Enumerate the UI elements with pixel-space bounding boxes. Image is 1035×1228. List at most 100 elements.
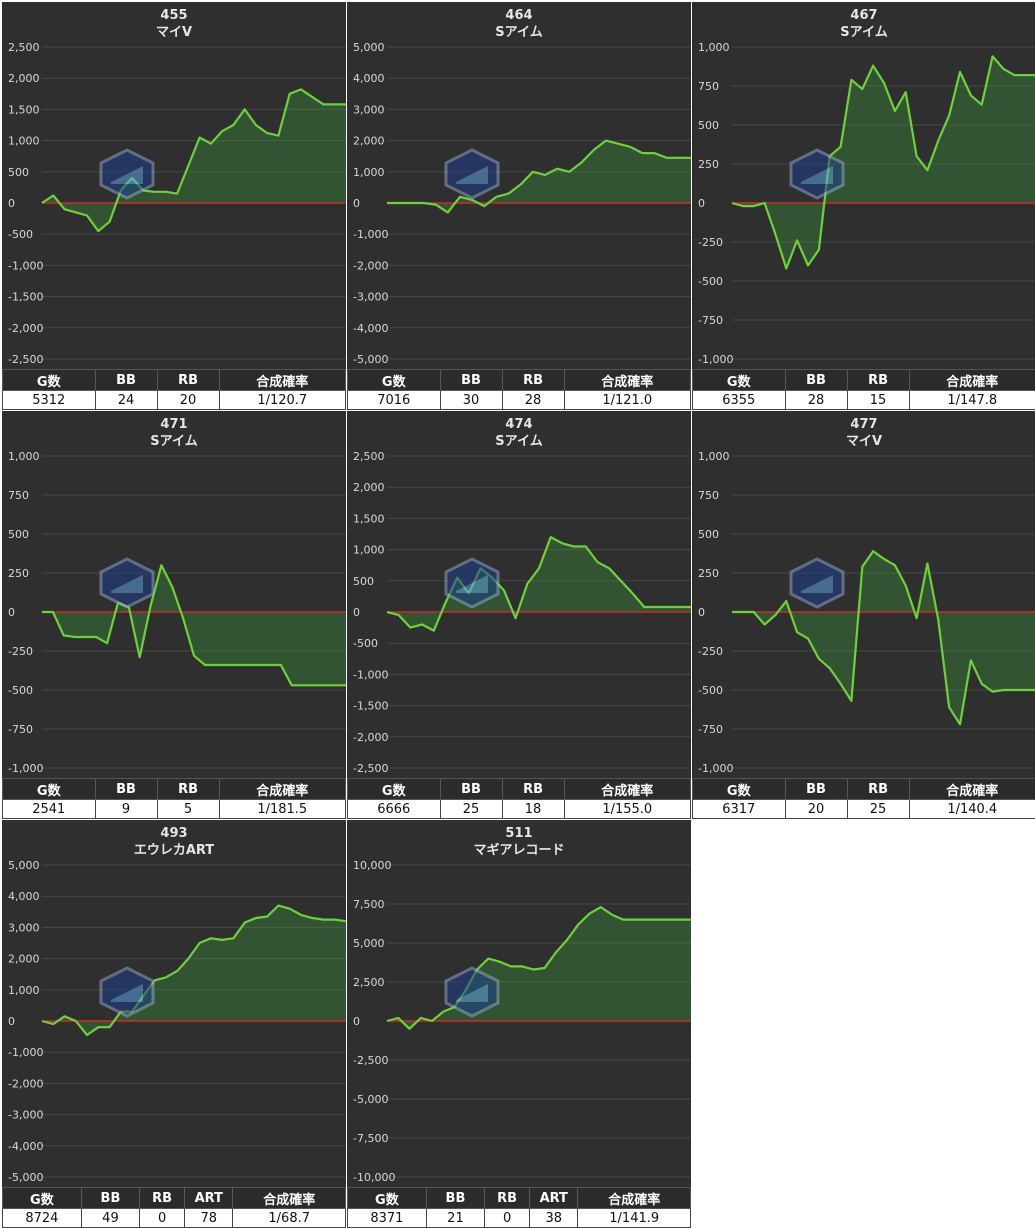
- y-tick-label: -2,000: [353, 259, 388, 272]
- machine-name: エウレカART: [133, 843, 215, 858]
- stats-header: 合成確率: [218, 369, 347, 391]
- stats-header: G数: [2, 369, 96, 391]
- stats-value: 7016: [347, 390, 441, 410]
- stats-header: RB: [156, 369, 220, 391]
- stats-header: BB: [94, 369, 158, 391]
- stats-value: 1/120.7: [218, 390, 347, 410]
- y-tick-label: -5,000: [353, 1093, 388, 1106]
- machine-panel: 467 Sアイム 1,000 750 500 250 0 -250 -500 -750 -1,000…: [692, 2, 1035, 410]
- y-tick-label: -2,500: [353, 1054, 388, 1067]
- stats-value: 38: [529, 1208, 579, 1228]
- chart-area: 471 Sアイム 1,000 750 500 250 0 -250 -500 -750 -1,000: [2, 411, 346, 778]
- y-tick-label: -1,000: [353, 668, 388, 681]
- y-tick-label: 500: [698, 119, 719, 132]
- line-chart: 5,000 4,000 3,000 2,000 1,000 0 -1,000 -2,000 -3…: [8, 859, 346, 1184]
- y-tick-label: 1,000: [353, 544, 385, 557]
- line-chart: 2,500 2,000 1,500 1,000 500 0 -500 -1,000 -1,500…: [353, 450, 691, 775]
- area-fill: [42, 565, 346, 686]
- logo-hexagon-icon: [444, 966, 500, 1018]
- stats-table: G数 BB RB 合成確率 5312 24 20 1/120.7: [2, 369, 347, 410]
- stats-value: 1/68.7: [232, 1208, 346, 1228]
- y-tick-label: 3,000: [353, 103, 385, 116]
- y-tick-label: 2,000: [353, 135, 385, 148]
- stats-header: G数: [692, 778, 786, 800]
- line-chart: 1,000 750 500 250 0 -250 -500 -750 -1,000: [698, 41, 1035, 366]
- stats-header: G数: [347, 369, 441, 391]
- stats-value: 30: [439, 390, 503, 410]
- machine-panel: 474 Sアイム 2,500 2,000 1,500 1,000 500 0 -500 -1,00…: [347, 411, 692, 819]
- logo-hexagon-icon: [99, 966, 155, 1018]
- stats-value: 5312: [2, 390, 96, 410]
- watermark-logo: [97, 557, 297, 609]
- stats-value: 0: [484, 1208, 531, 1228]
- chart-area: 467 Sアイム 1,000 750 500 250 0 -250 -500 -750 -1,000: [692, 2, 1035, 369]
- stats-value: 9: [94, 799, 158, 819]
- y-tick-label: 0: [353, 197, 360, 210]
- stats-header: RB: [846, 778, 910, 800]
- machine-name: Sアイム: [495, 434, 543, 449]
- stats-header: G数: [692, 369, 786, 391]
- y-tick-label: 0: [353, 1015, 360, 1028]
- machine-name: マギアレコード: [473, 843, 565, 858]
- stats-header: G数: [2, 1187, 82, 1209]
- chart-area: 477 マイV 1,000 750 500 250 0 -250 -500 -750 -1,000: [692, 411, 1035, 778]
- y-tick-label: 500: [698, 528, 719, 541]
- logo-hexagon-icon: [99, 148, 155, 200]
- y-tick-label: -500: [698, 275, 723, 288]
- y-tick-label: 500: [8, 166, 29, 179]
- y-tick-label: 750: [698, 80, 719, 93]
- stats-value: 24: [94, 390, 158, 410]
- watermark-logo: [97, 148, 297, 200]
- stats-header: RB: [484, 1187, 531, 1209]
- y-tick-label: 4,000: [353, 72, 385, 85]
- stats-value: 1/121.0: [563, 390, 692, 410]
- machine-number: 474: [505, 417, 533, 432]
- stats-value: 1/147.8: [908, 390, 1035, 410]
- y-tick-label: -1,000: [8, 1046, 43, 1059]
- stats-header: BB: [80, 1187, 141, 1209]
- stats-value: 2541: [2, 799, 96, 819]
- area-fill: [732, 56, 1035, 269]
- watermark-logo: [787, 557, 987, 609]
- y-tick-label: 250: [698, 158, 719, 171]
- machine-number: 493: [160, 826, 188, 841]
- stats-header: BB: [439, 369, 503, 391]
- stats-header: G数: [2, 778, 96, 800]
- y-tick-label: 7,500: [353, 898, 385, 911]
- y-tick-label: -500: [698, 684, 723, 697]
- machine-number: 471: [160, 417, 188, 432]
- y-tick-label: 1,000: [698, 450, 730, 463]
- y-tick-label: 2,000: [8, 953, 40, 966]
- series-line: [386, 535, 691, 632]
- stats-value: 28: [501, 390, 565, 410]
- stats-header: 合成確率: [908, 778, 1035, 800]
- stats-value: 18: [501, 799, 565, 819]
- y-tick-label: -2,500: [8, 353, 43, 366]
- stats-value: 21: [425, 1208, 486, 1228]
- area-fill: [42, 905, 346, 1035]
- stats-table: G数 BB RB 合成確率 7016 30 28 1/121.0: [347, 369, 692, 410]
- stats-value: 25: [846, 799, 910, 819]
- area-fill: [42, 89, 346, 232]
- machine-name: マイV: [155, 25, 193, 40]
- machine-name: Sアイム: [495, 25, 543, 40]
- line-chart: 1,000 750 500 250 0 -250 -500 -750 -1,000: [698, 450, 1035, 775]
- y-tick-label: -3,000: [353, 291, 388, 304]
- y-tick-label: -4,000: [353, 322, 388, 335]
- y-tick-label: -5,000: [353, 353, 388, 366]
- machine-number: 467: [850, 8, 878, 23]
- y-tick-label: 2,000: [353, 481, 385, 494]
- stats-table: G数 BB RB 合成確率 6355 28 15 1/147.8: [692, 369, 1035, 410]
- y-tick-label: -3,000: [8, 1109, 43, 1122]
- y-tick-label: 2,500: [8, 41, 40, 54]
- y-tick-label: 500: [8, 528, 29, 541]
- y-tick-label: 5,000: [353, 41, 385, 54]
- stats-header: G数: [347, 1187, 427, 1209]
- stats-value: 8371: [347, 1208, 427, 1228]
- machine-number: 464: [505, 8, 533, 23]
- series-line: [386, 905, 691, 1030]
- stats-header: RB: [156, 778, 220, 800]
- y-tick-label: -250: [698, 645, 723, 658]
- stats-header: RB: [139, 1187, 186, 1209]
- stats-value: 1/181.5: [218, 799, 347, 819]
